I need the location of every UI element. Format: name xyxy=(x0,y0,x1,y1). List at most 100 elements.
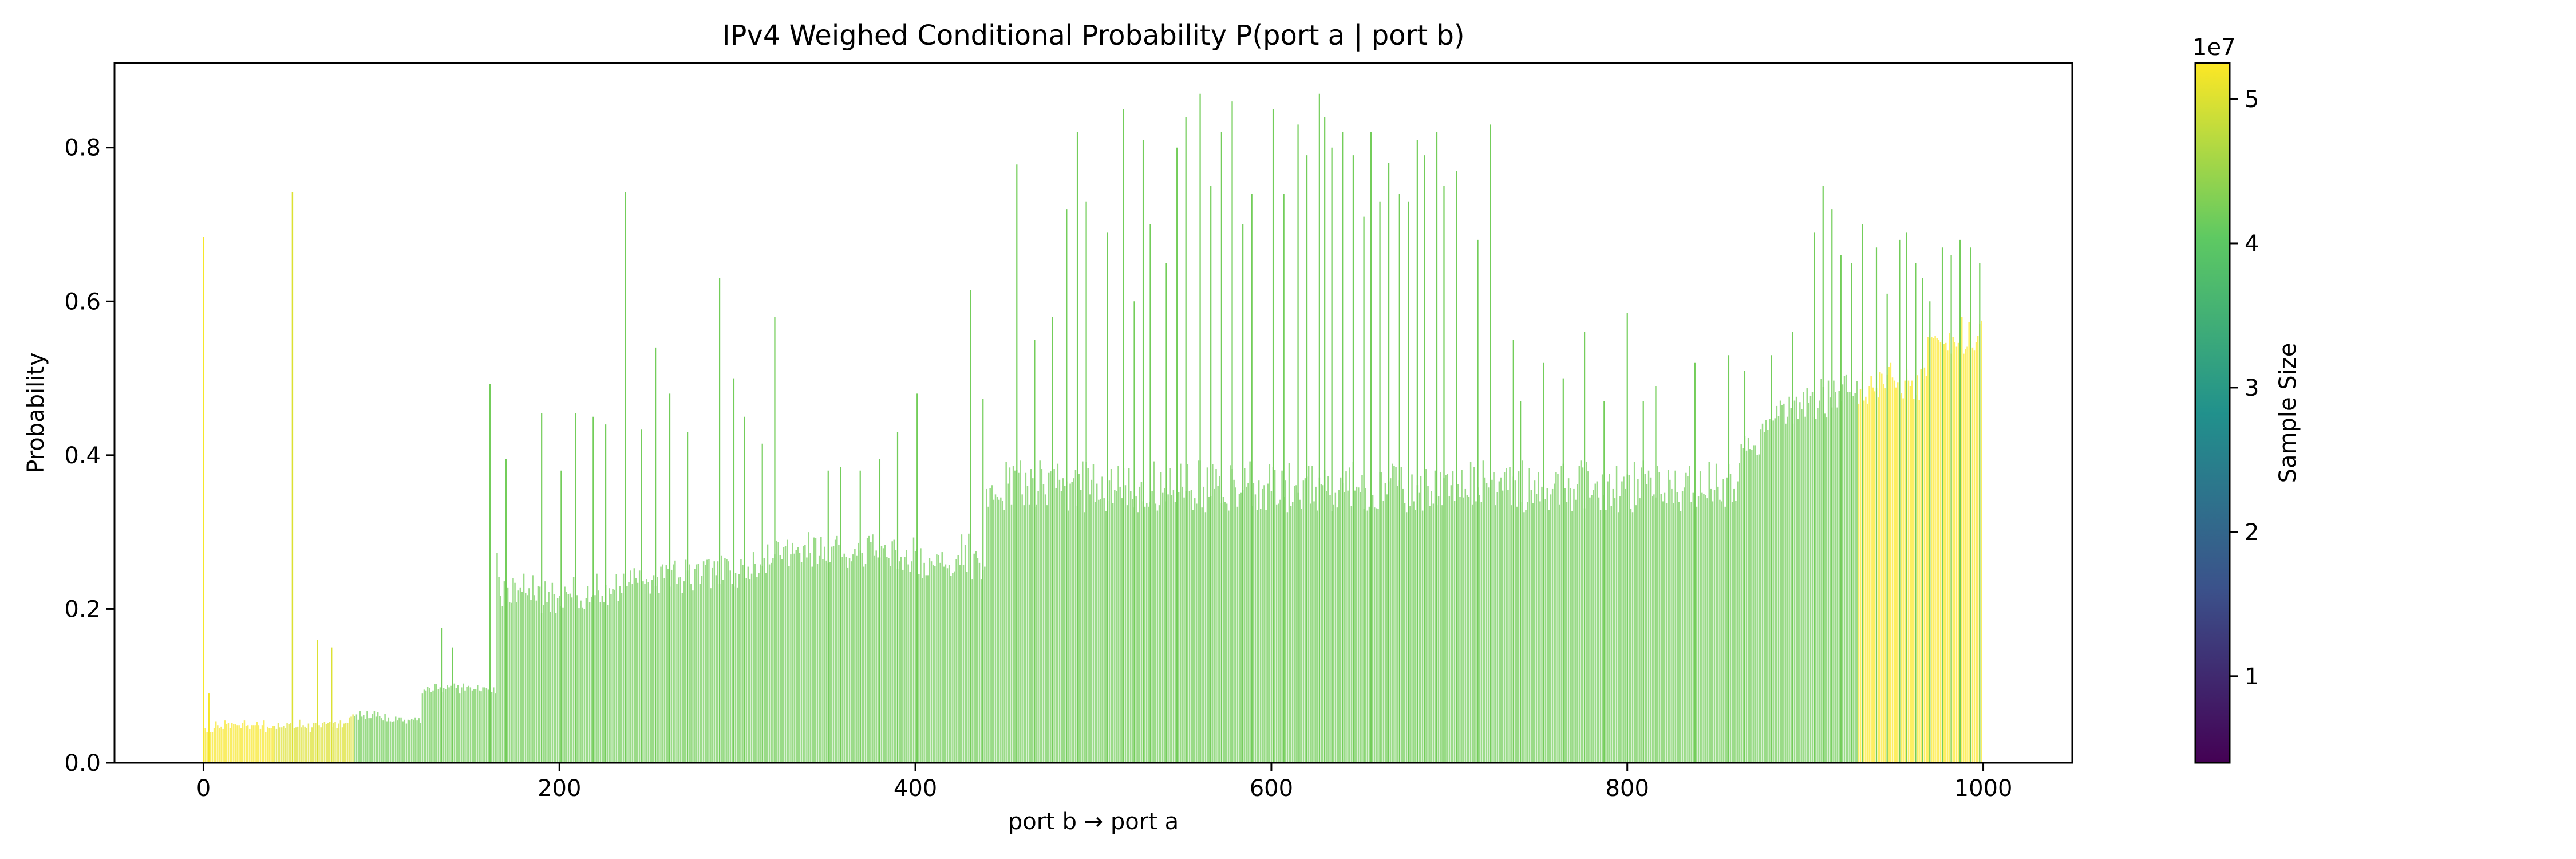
bar xyxy=(1329,495,1331,763)
bar xyxy=(1893,380,1895,763)
bar xyxy=(929,558,931,763)
bar xyxy=(615,574,618,763)
bar xyxy=(1487,487,1490,763)
bar xyxy=(1101,476,1103,763)
bar xyxy=(1933,338,1934,763)
bar xyxy=(1114,490,1116,763)
bar xyxy=(1564,488,1566,763)
bar xyxy=(1514,480,1516,763)
bar xyxy=(1236,506,1239,763)
bar xyxy=(213,728,215,763)
bar xyxy=(952,573,954,763)
bar xyxy=(1452,471,1454,763)
bar xyxy=(1048,472,1050,763)
bar xyxy=(900,557,902,763)
bar xyxy=(1322,485,1324,763)
bar xyxy=(1927,337,1929,763)
colorbar-ticks: 1 2 3 4 5 xyxy=(2230,86,2259,690)
bar xyxy=(501,606,504,763)
bar xyxy=(1354,490,1356,763)
bar xyxy=(754,564,756,763)
bar xyxy=(1511,505,1512,763)
bar xyxy=(610,594,612,763)
bar xyxy=(1879,372,1881,763)
x-tick-label: 1000 xyxy=(1954,775,2013,802)
bar xyxy=(398,717,400,763)
bar xyxy=(562,607,564,763)
bar xyxy=(391,722,393,763)
bar xyxy=(1215,469,1217,763)
bar xyxy=(530,600,532,763)
bar xyxy=(941,552,943,763)
bar xyxy=(1793,400,1796,763)
bar xyxy=(690,584,692,763)
bar xyxy=(1039,460,1041,763)
bar xyxy=(1641,467,1642,763)
bar xyxy=(261,725,263,763)
bar xyxy=(204,728,206,763)
bar xyxy=(311,727,313,763)
bar xyxy=(1753,445,1755,763)
bar xyxy=(233,724,235,763)
bar xyxy=(1847,392,1849,763)
bar xyxy=(354,716,355,763)
bar xyxy=(1658,472,1660,763)
bar xyxy=(1132,499,1133,763)
bar xyxy=(1126,505,1128,763)
bar xyxy=(1551,488,1554,763)
bar xyxy=(1247,483,1249,763)
bar xyxy=(1025,472,1027,763)
bar xyxy=(1217,486,1219,763)
bar xyxy=(245,726,247,763)
bar xyxy=(1806,388,1808,763)
bar xyxy=(1699,471,1701,763)
bar xyxy=(932,565,934,763)
bar xyxy=(740,559,742,763)
bar xyxy=(1007,483,1009,763)
bar xyxy=(1827,380,1830,763)
bar xyxy=(1204,512,1207,763)
bar xyxy=(621,593,623,763)
bar xyxy=(1525,510,1527,763)
bar xyxy=(1411,474,1413,763)
bar xyxy=(1934,336,1936,763)
bar xyxy=(1491,479,1493,763)
bar xyxy=(977,558,979,763)
bar xyxy=(1238,494,1240,763)
bar xyxy=(756,577,758,763)
bar xyxy=(1000,497,1002,763)
colorbar-label: Sample Size xyxy=(2275,343,2301,483)
bar xyxy=(1621,481,1623,763)
bar xyxy=(1630,509,1632,763)
bar xyxy=(1068,510,1069,763)
bar xyxy=(1153,461,1155,763)
bar xyxy=(790,554,792,763)
bar xyxy=(644,584,646,763)
bar xyxy=(696,564,697,763)
bar xyxy=(772,558,774,763)
bar xyxy=(658,593,660,763)
bar xyxy=(394,716,397,763)
bar xyxy=(647,582,649,763)
bar xyxy=(1005,462,1007,763)
bar xyxy=(1498,481,1500,763)
bar xyxy=(1425,469,1427,763)
bar xyxy=(1824,413,1826,763)
bar xyxy=(1678,502,1680,763)
bar xyxy=(350,716,352,763)
bar xyxy=(322,723,324,763)
bar xyxy=(1003,510,1005,763)
bar xyxy=(1646,484,1648,763)
bar xyxy=(1386,494,1388,763)
bar xyxy=(1785,423,1787,763)
bar xyxy=(1140,482,1143,763)
bar xyxy=(1206,467,1208,763)
bar xyxy=(1441,505,1443,763)
bar xyxy=(238,725,240,763)
bar xyxy=(1639,498,1641,763)
bar xyxy=(1269,464,1271,763)
bar xyxy=(1902,398,1904,763)
bar xyxy=(1745,450,1748,763)
bar xyxy=(1966,346,1968,763)
bar xyxy=(1356,486,1358,763)
